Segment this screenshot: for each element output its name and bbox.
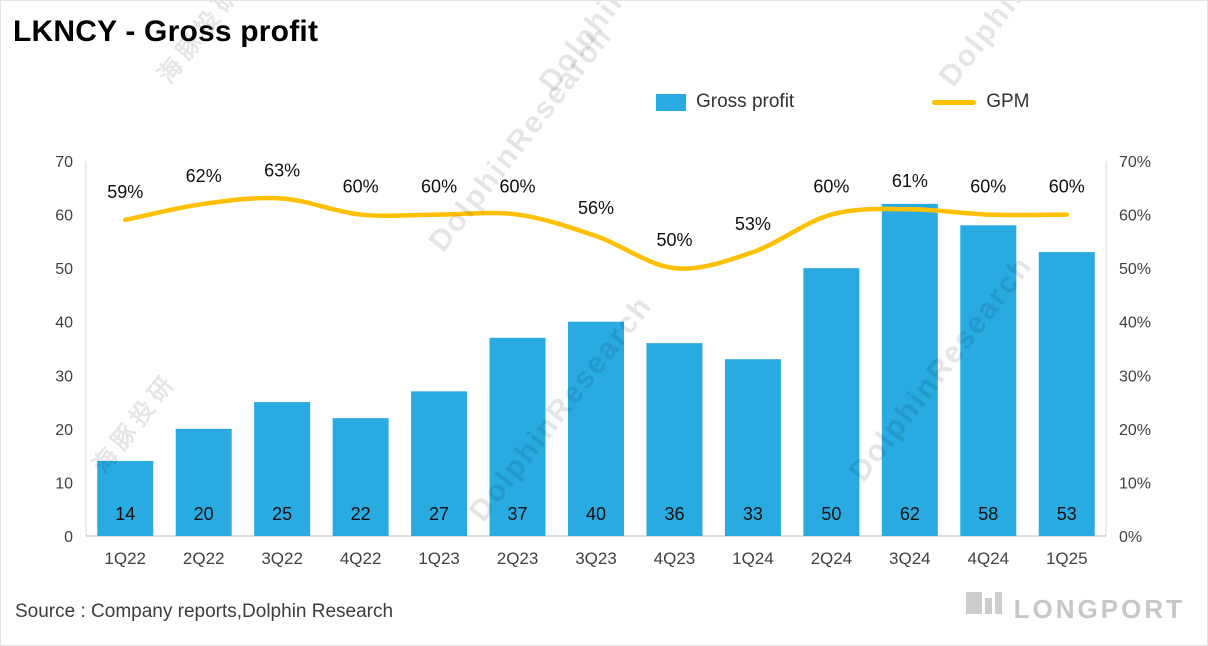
x-axis-category-label: 4Q24 (968, 549, 1010, 568)
longport-logo-icon (965, 592, 1002, 627)
bar-3Q22 (254, 402, 311, 536)
legend: Gross profit GPM (656, 91, 1029, 113)
gpm-point-label: 60% (1049, 177, 1085, 197)
bar-value-label: 27 (429, 504, 449, 524)
bar-1Q24 (724, 359, 781, 536)
gpm-point-label: 61% (892, 171, 928, 191)
right-axis-tick: 10% (1119, 475, 1151, 492)
right-axis-tick: 50% (1119, 261, 1151, 278)
legend-bar-swatch (656, 93, 686, 111)
bar-1Q25 (1038, 252, 1095, 537)
gpm-point-label: 60% (343, 177, 379, 197)
left-axis-tick: 70 (55, 154, 73, 171)
bar-value-label: 33 (743, 504, 763, 524)
gpm-point-label: 60% (813, 177, 849, 197)
gpm-point-label: 60% (970, 177, 1006, 197)
bar-value-label: 37 (508, 504, 528, 524)
bar-4Q23 (646, 343, 703, 536)
legend-line-label: GPM (986, 91, 1030, 112)
bar-value-label: 40 (586, 504, 606, 524)
x-axis-category-label: 1Q23 (418, 549, 460, 568)
gpm-point-label: 60% (500, 177, 536, 197)
bar-value-label: 53 (1057, 504, 1077, 524)
x-axis-category-label: 1Q25 (1046, 549, 1088, 568)
gpm-point-label: 62% (186, 166, 222, 186)
source-note: Source : Company reports,Dolphin Researc… (15, 601, 394, 622)
longport-logo-text: LONGPORT (1013, 594, 1185, 624)
legend-line-swatch (932, 99, 977, 105)
right-axis-tick: 70% (1119, 154, 1151, 171)
right-axis-tick: 0% (1119, 529, 1142, 546)
right-axis-tick: 30% (1119, 368, 1151, 385)
legend-bar-label: Gross profit (696, 91, 795, 112)
right-axis-tick: 20% (1119, 422, 1151, 439)
gpm-line (122, 195, 1070, 271)
chart-title: LKNCY - Gross profit (13, 15, 319, 48)
x-axis-category-label: 1Q24 (732, 549, 774, 568)
right-axis-tick: 60% (1119, 208, 1151, 225)
bar-2Q23 (489, 337, 546, 536)
bar-value-label: 58 (978, 504, 998, 524)
bar-3Q24 (881, 203, 938, 536)
bar-value-label: 22 (351, 504, 371, 524)
bar-value-label: 62 (900, 504, 920, 524)
x-axis-category-label: 1Q22 (104, 549, 146, 568)
bar-value-label: 20 (194, 504, 214, 524)
gpm-point-label: 56% (578, 198, 614, 218)
gpm-point-label: 63% (264, 161, 300, 181)
left-axis-tick: 10 (55, 475, 73, 492)
bar-4Q24 (960, 225, 1017, 537)
gpm-point-label: 53% (735, 214, 771, 234)
bar-value-label: 14 (115, 504, 135, 524)
bar-1Q22 (97, 461, 154, 536)
left-axis-tick: 0 (64, 529, 73, 546)
bar-1Q23 (411, 391, 468, 536)
x-axis-category-label: 2Q23 (497, 549, 539, 568)
x-axis-category-label: 3Q22 (261, 549, 303, 568)
gpm-point-label: 59% (107, 182, 143, 202)
bar-value-label: 36 (664, 504, 684, 524)
bar-2Q22 (175, 428, 232, 536)
x-axis-category-label: 2Q24 (811, 549, 853, 568)
x-axis-category-label: 4Q22 (340, 549, 382, 568)
x-axis-category-label: 3Q24 (889, 549, 931, 568)
bar-2Q24 (803, 268, 860, 536)
bar-value-label: 25 (272, 504, 292, 524)
bar-value-label: 50 (821, 504, 841, 524)
x-axis-category-label: 2Q22 (183, 549, 225, 568)
left-axis-tick: 20 (55, 422, 73, 439)
right-axis-tick: 40% (1119, 315, 1151, 332)
x-axis-category-label: 3Q23 (575, 549, 617, 568)
left-axis-tick: 60 (55, 208, 73, 225)
bar-4Q22 (332, 418, 389, 536)
longport-logo: LONGPORT (965, 592, 1185, 627)
gpm-point-label: 50% (656, 230, 692, 250)
left-axis-tick: 30 (55, 368, 73, 385)
gpm-point-label: 60% (421, 177, 457, 197)
left-axis-tick: 40 (55, 315, 73, 332)
bar-3Q23 (568, 321, 624, 536)
left-axis-tick: 50 (55, 261, 73, 278)
x-axis-category-label: 4Q23 (654, 549, 696, 568)
